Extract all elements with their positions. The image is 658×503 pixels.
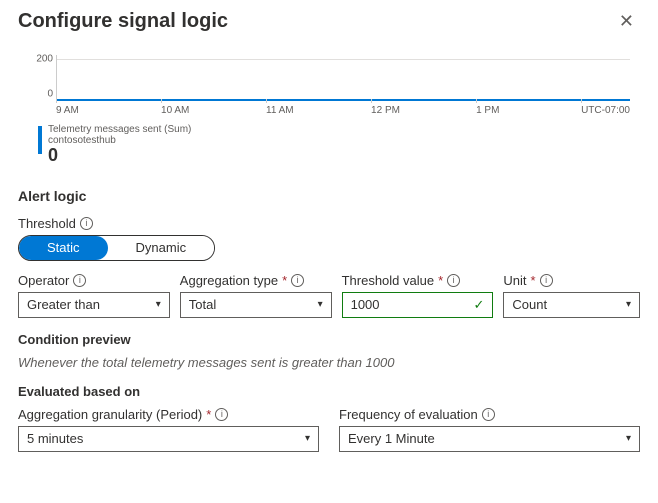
threshold-toggle[interactable]: Static Dynamic xyxy=(18,235,215,261)
aggregation-label: Aggregation type xyxy=(180,273,278,288)
threshold-value-input[interactable]: 1000 ✓ xyxy=(342,292,494,318)
timezone-label: UTC-07:00 xyxy=(581,105,630,116)
unit-select[interactable]: Count ▾ xyxy=(503,292,640,318)
chevron-down-icon: ▾ xyxy=(318,299,323,310)
unit-label: Unit xyxy=(503,273,526,288)
aggregation-select[interactable]: Total ▾ xyxy=(180,292,332,318)
xtick: 9 AM xyxy=(56,105,161,116)
operator-label: Operator xyxy=(18,273,69,288)
close-icon[interactable]: ✕ xyxy=(613,10,640,32)
xtick: 12 PM xyxy=(371,105,476,116)
condition-preview-text: Whenever the total telemetry messages se… xyxy=(18,355,640,370)
info-icon[interactable]: i xyxy=(540,274,553,287)
chevron-down-icon: ▾ xyxy=(156,299,161,310)
panel-title: Configure signal logic xyxy=(18,10,228,33)
toggle-dynamic[interactable]: Dynamic xyxy=(108,236,215,260)
operator-select[interactable]: Greater than ▾ xyxy=(18,292,170,318)
chevron-down-icon: ▾ xyxy=(626,433,631,444)
xtick: 11 AM xyxy=(266,105,371,116)
check-icon: ✓ xyxy=(473,297,484,313)
threshold-value-label: Threshold value xyxy=(342,273,435,288)
xtick: 1 PM xyxy=(476,105,581,116)
chevron-down-icon: ▾ xyxy=(626,299,631,310)
xtick: 10 AM xyxy=(161,105,266,116)
required-mark: * xyxy=(282,273,287,288)
aggregation-value: Total xyxy=(189,297,216,312)
granularity-select[interactable]: 5 minutes ▾ xyxy=(18,426,319,452)
evaluated-heading: Evaluated based on xyxy=(18,384,640,399)
info-icon[interactable]: i xyxy=(482,408,495,421)
required-mark: * xyxy=(531,273,536,288)
condition-preview-heading: Condition preview xyxy=(18,332,640,347)
frequency-label: Frequency of evaluation xyxy=(339,407,478,422)
required-mark: * xyxy=(206,407,211,422)
info-icon[interactable]: i xyxy=(73,274,86,287)
legend-value: 0 xyxy=(48,146,191,166)
required-mark: * xyxy=(438,273,443,288)
ytick: 200 xyxy=(29,54,53,65)
threshold-value: 1000 xyxy=(351,297,380,312)
frequency-value: Every 1 Minute xyxy=(348,431,435,446)
info-icon[interactable]: i xyxy=(80,217,93,230)
legend-swatch xyxy=(38,126,42,154)
granularity-label: Aggregation granularity (Period) xyxy=(18,407,202,422)
operator-value: Greater than xyxy=(27,297,100,312)
info-icon[interactable]: i xyxy=(447,274,460,287)
info-icon[interactable]: i xyxy=(215,408,228,421)
metric-chart: 200 0 9 AM 10 AM 11 AM 12 PM 1 PM UTC-07… xyxy=(28,55,630,166)
info-icon[interactable]: i xyxy=(291,274,304,287)
chevron-down-icon: ▾ xyxy=(305,433,310,444)
unit-value: Count xyxy=(512,297,547,312)
granularity-value: 5 minutes xyxy=(27,431,83,446)
legend-series: Telemetry messages sent (Sum) xyxy=(48,124,191,135)
legend-resource: contosotesthub xyxy=(48,135,191,146)
threshold-label: Threshold xyxy=(18,216,76,231)
toggle-static[interactable]: Static xyxy=(19,236,108,260)
frequency-select[interactable]: Every 1 Minute ▾ xyxy=(339,426,640,452)
alert-logic-heading: Alert logic xyxy=(18,188,640,204)
ytick: 0 xyxy=(29,89,53,100)
